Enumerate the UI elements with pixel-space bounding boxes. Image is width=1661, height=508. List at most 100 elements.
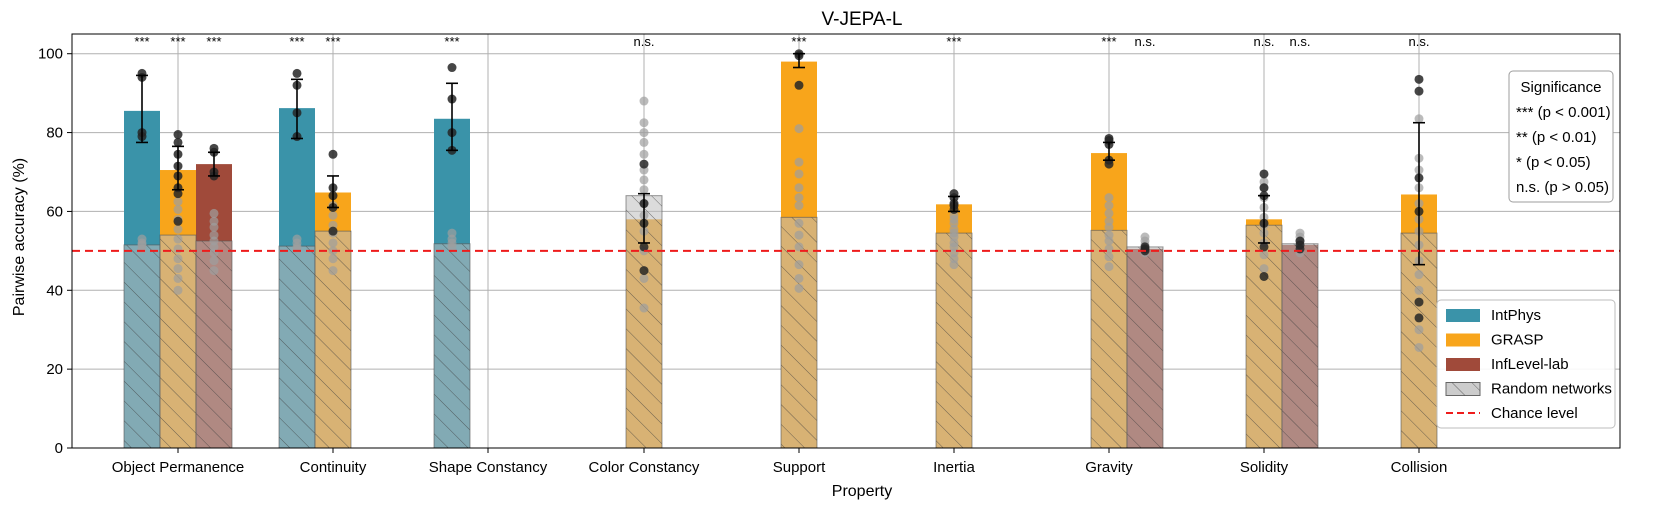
x-tick-label: Support [773, 459, 826, 476]
random-data-point [794, 124, 804, 134]
data-point [639, 242, 649, 252]
data-point [794, 80, 804, 90]
data-point [1414, 86, 1424, 96]
random-data-point [794, 157, 804, 167]
legend-label: Chance level [1491, 405, 1578, 422]
random-data-point [794, 283, 804, 293]
random-data-point [949, 260, 959, 270]
random-data-point [1414, 270, 1424, 280]
x-tick-label: Collision [1391, 459, 1448, 476]
legend-swatch-hatch [1446, 382, 1480, 396]
random-data-point [328, 254, 338, 264]
random-data-point [794, 218, 804, 228]
x-tick-label: Inertia [933, 459, 975, 476]
random-data-point [173, 273, 183, 283]
significance-label: *** [791, 34, 806, 49]
random-data-point [328, 210, 338, 220]
random-data-point [292, 244, 302, 254]
random-network-hatch [780, 216, 818, 449]
random-data-point [794, 201, 804, 211]
random-data-point [639, 175, 649, 185]
x-tick-label: Object Permanence [112, 459, 245, 476]
random-data-point [1104, 222, 1114, 232]
data-point [447, 63, 457, 73]
y-tick-label: 60 [46, 203, 63, 220]
random-data-point [173, 244, 183, 254]
random-data-point [639, 118, 649, 128]
random-data-point [173, 264, 183, 274]
data-point [639, 266, 649, 276]
significance-label: *** [946, 34, 961, 49]
significance-label: n.s. [634, 34, 655, 49]
random-data-point [794, 230, 804, 240]
legend-swatch [1446, 333, 1480, 347]
random-data-point [794, 242, 804, 252]
significance-label: n.s. [1290, 34, 1311, 49]
data-point [1414, 313, 1424, 323]
random-data-point [173, 197, 183, 207]
data-point [1104, 159, 1114, 169]
random-data-point [328, 266, 338, 276]
significance-label: n.s. [1135, 34, 1156, 49]
random-data-point [1414, 114, 1424, 124]
data-point [173, 130, 183, 140]
random-data-point [1104, 193, 1114, 203]
random-data-point [173, 285, 183, 295]
y-tick-label: 100 [38, 46, 63, 63]
random-data-point [137, 244, 147, 254]
random-network-hatch [278, 245, 316, 449]
data-point [1295, 244, 1305, 254]
random-data-point [794, 169, 804, 179]
random-data-point [209, 248, 219, 258]
legend-label: Random networks [1491, 381, 1612, 398]
random-data-point [209, 256, 219, 266]
significance-label: *** [170, 34, 185, 49]
significance-legend-box [1508, 70, 1614, 203]
random-network-hatch [433, 243, 471, 449]
random-data-point [1414, 285, 1424, 295]
significance-legend-entry: * (p < 0.05) [1516, 154, 1591, 171]
data-point [1259, 242, 1269, 252]
random-data-point [447, 242, 457, 252]
random-data-point [794, 260, 804, 270]
random-data-point [173, 234, 183, 244]
data-point [292, 68, 302, 78]
chart-title: V-JEPA-L [822, 9, 903, 30]
random-data-point [173, 254, 183, 264]
significance-label: *** [444, 34, 459, 49]
significance-label: *** [1101, 34, 1116, 49]
legend-label: GRASP [1491, 332, 1544, 349]
random-data-point [209, 266, 219, 276]
random-data-point [1104, 236, 1114, 246]
plot-frame [71, 33, 1621, 449]
random-network-hatch [1245, 224, 1283, 449]
x-tick-label: Shape Constancy [429, 459, 548, 476]
significance-label: *** [206, 34, 221, 49]
error-bars [136, 52, 1425, 266]
legend-box [1436, 299, 1616, 429]
significance-legend-entry: *** (p < 0.001) [1516, 104, 1611, 121]
random-data-point [1104, 244, 1114, 254]
axes: 0 20 40 60 80 100 Object Permanence Continuity S… [38, 33, 1621, 476]
y-tick-label: 40 [46, 282, 63, 299]
y-tick-label: 80 [46, 125, 63, 142]
y-tick-label: 0 [55, 440, 63, 457]
significance-label: *** [289, 34, 304, 49]
random-data-point [794, 273, 804, 283]
data-point [1259, 169, 1269, 179]
data-point [328, 149, 338, 159]
random-data-point [639, 185, 649, 195]
legend: IntPhys GRASP InfLevel-lab Random networks C… [1436, 299, 1616, 429]
legend-swatch [1446, 358, 1480, 371]
significance-label: *** [325, 34, 340, 49]
random-data-point [1104, 262, 1114, 272]
significance-legend-entry: n.s. (p > 0.05) [1516, 179, 1609, 196]
random-network-hatch [1400, 232, 1438, 449]
random-data-point [1259, 250, 1269, 260]
random-data-point [1104, 252, 1114, 262]
legend-swatch [1446, 309, 1480, 322]
data-point [173, 137, 183, 147]
y-axis-title: Pairwise accuracy (%) [11, 158, 28, 316]
random-network-hatch [123, 244, 161, 449]
